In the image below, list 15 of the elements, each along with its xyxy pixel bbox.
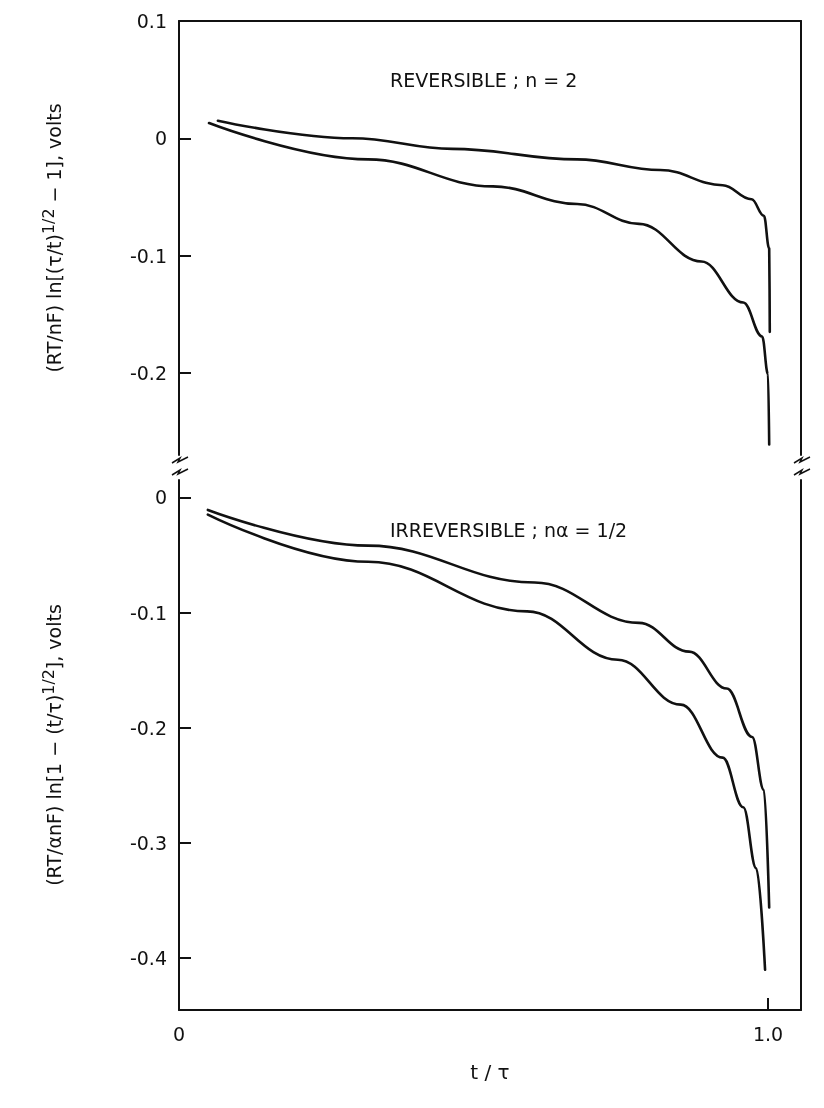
line-series [216,119,772,334]
y-tick-label: 0 [154,127,167,150]
y-tick-label: -0.1 [129,601,167,624]
annotation: REVERSIBLE ; n = 2 [390,68,578,91]
y-tick-label: -0.2 [129,361,167,384]
y-tick-label: -0.1 [129,244,167,267]
y-tick-label: 0.1 [136,10,167,32]
line-series [207,121,771,446]
y-tick-label: -0.3 [129,831,167,854]
y-tick-label: -0.4 [129,947,167,970]
y-tick-label: 0 [154,486,167,509]
x-axis-title: t / τ [470,1060,510,1084]
x-tick-label: 1.0 [752,1022,784,1045]
annotation: IRREVERSIBLE ; nα = 1/2 [390,518,628,541]
y-tick-label: -0.2 [129,716,167,739]
